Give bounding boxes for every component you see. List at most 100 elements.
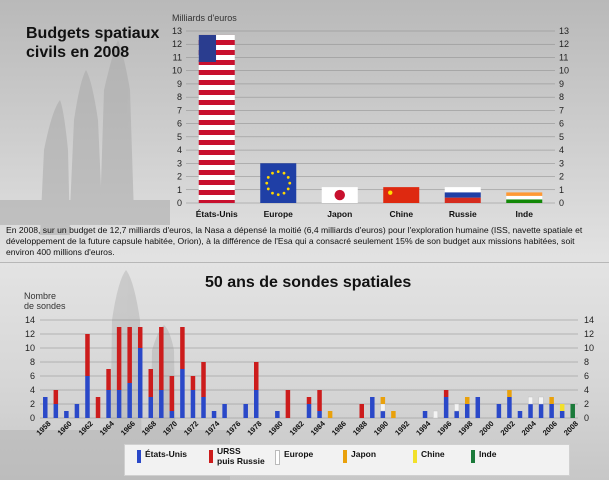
probe-bar-segment — [464, 397, 470, 404]
chart-title-probes: 50 ans de sondes spatiales — [205, 274, 412, 291]
legend-label-japan: Japon — [351, 449, 377, 459]
probes-axis-label-line-1: Nombre — [24, 291, 57, 301]
budget-ytick-right: 2 — [559, 172, 564, 182]
probes-xtick-label: 1996 — [435, 419, 453, 437]
us-flag-icon — [198, 34, 235, 203]
probe-bar-segment — [443, 390, 449, 397]
legend-swatch-usa — [137, 450, 141, 463]
probe-bar-segment — [275, 411, 280, 418]
budget-xtick-label: Russie — [449, 209, 477, 219]
probes-xtick-label: 1958 — [34, 419, 52, 437]
caption-text: En 2008, sur un budget de 12,7 milliards… — [6, 225, 583, 257]
budget-bar-india — [506, 192, 543, 196]
probe-bar-segment — [433, 410, 439, 419]
probes-xtick-label: 1986 — [330, 419, 348, 437]
probe-bar-segment — [116, 390, 122, 418]
probe-bar-segment — [507, 397, 512, 418]
probe-bar-segment — [64, 411, 69, 418]
probe-bar-segment — [559, 411, 565, 418]
probe-bar-segment — [85, 334, 90, 376]
probe-bar-segment — [201, 362, 206, 397]
budget-ytick-left: 6 — [177, 119, 182, 129]
budget-ytick-left: 1 — [177, 185, 182, 195]
probes-ytick-right: 6 — [584, 371, 589, 381]
probe-bar-segment — [317, 390, 322, 411]
japan-flag-icon — [321, 187, 358, 203]
title-line-1: Budgets spatiaux — [26, 25, 160, 42]
probes-xtick-label: 1990 — [372, 419, 390, 437]
budget-ytick-left: 7 — [177, 105, 182, 115]
budget-ytick-right: 0 — [559, 198, 564, 208]
budget-bar-usa — [198, 34, 235, 203]
legend-swatch-ussr — [209, 450, 213, 463]
budget-ytick-right: 8 — [559, 92, 564, 102]
probes-ytick-left: 14 — [25, 315, 35, 325]
budget-ytick-left: 11 — [173, 52, 182, 62]
budget-ytick-right: 3 — [559, 158, 564, 168]
probe-bar-segment — [127, 383, 132, 418]
probe-bar-segment — [306, 404, 312, 418]
budget-ytick-left: 12 — [172, 39, 182, 49]
probes-ytick-right: 12 — [584, 329, 594, 339]
probe-bar-segment — [74, 404, 80, 418]
probes-xtick-label: 1988 — [351, 419, 369, 437]
probe-bar-segment — [528, 396, 533, 405]
probe-bar-segment — [549, 397, 554, 404]
probe-bar-segment — [538, 404, 544, 418]
probe-bar-segment — [285, 390, 291, 418]
budget-ytick-right: 5 — [559, 132, 564, 142]
probe-bar-segment — [106, 369, 111, 390]
budget-ytick-right: 4 — [559, 145, 564, 155]
budget-ytick-right: 7 — [559, 105, 564, 115]
eu-star — [271, 171, 274, 175]
probe-bar-segment — [517, 411, 523, 418]
legend-swatch-japan — [343, 450, 347, 463]
chart-title-budgets: Budgets spatiaux civils en 2008 — [26, 24, 176, 62]
probes-xtick-label: 1964 — [98, 419, 117, 438]
budget-ytick-left: 2 — [177, 172, 182, 182]
budget-ytick-right: 10 — [559, 66, 569, 76]
probe-bar-segment — [222, 404, 227, 418]
probe-bar-segment — [538, 396, 544, 405]
legend-label-ussr-line-2: puis Russie — [217, 456, 265, 466]
probe-bar-segment — [391, 411, 396, 418]
probes-ytick-left: 6 — [30, 371, 35, 381]
probes-xtick-label: 1966 — [119, 419, 137, 437]
probe-bar-segment — [137, 348, 143, 418]
probes-ytick-right: 8 — [584, 357, 589, 367]
eu-star — [286, 187, 290, 191]
eu-star — [288, 181, 292, 185]
probe-bar-segment — [127, 327, 132, 383]
budget-xtick-label: Chine — [389, 209, 413, 219]
probes-xtick-label: 1992 — [393, 419, 411, 437]
probes-ytick-left: 10 — [25, 343, 35, 353]
eu-star — [286, 175, 290, 179]
probe-bar-segment — [570, 404, 575, 418]
probe-bar-segment — [95, 397, 101, 418]
budget-ytick-right: 12 — [559, 39, 569, 49]
budget-ytick-left: 9 — [177, 79, 182, 89]
russia-stripe-red — [444, 197, 481, 203]
budget-ytick-right: 6 — [559, 119, 564, 129]
probe-bar-segment — [422, 411, 428, 418]
india-flag-icon — [506, 192, 543, 203]
probes-xtick-label: 1968 — [140, 419, 158, 437]
probes-xtick-label: 1974 — [203, 419, 222, 438]
probe-bar-segment — [306, 397, 312, 404]
probe-bar-segment — [254, 362, 259, 390]
probe-bar-segment — [507, 390, 512, 397]
probes-xtick-label: 1982 — [288, 419, 306, 437]
budget-xtick-label: États-Unis — [196, 209, 238, 219]
probe-bar-segment — [148, 369, 154, 397]
probes-xtick-label: 2004 — [520, 419, 539, 438]
probes-ytick-left: 12 — [25, 329, 35, 339]
probe-bar-segment — [148, 397, 154, 418]
probe-bar-segment — [169, 376, 175, 411]
budget-bar-china — [383, 187, 420, 203]
legend-label-europe: Europe — [284, 449, 314, 459]
eu-star — [265, 181, 269, 185]
probes-ytick-right: 14 — [584, 315, 594, 325]
probe-bar-segment — [380, 403, 386, 412]
russia-flag-icon — [444, 187, 481, 203]
